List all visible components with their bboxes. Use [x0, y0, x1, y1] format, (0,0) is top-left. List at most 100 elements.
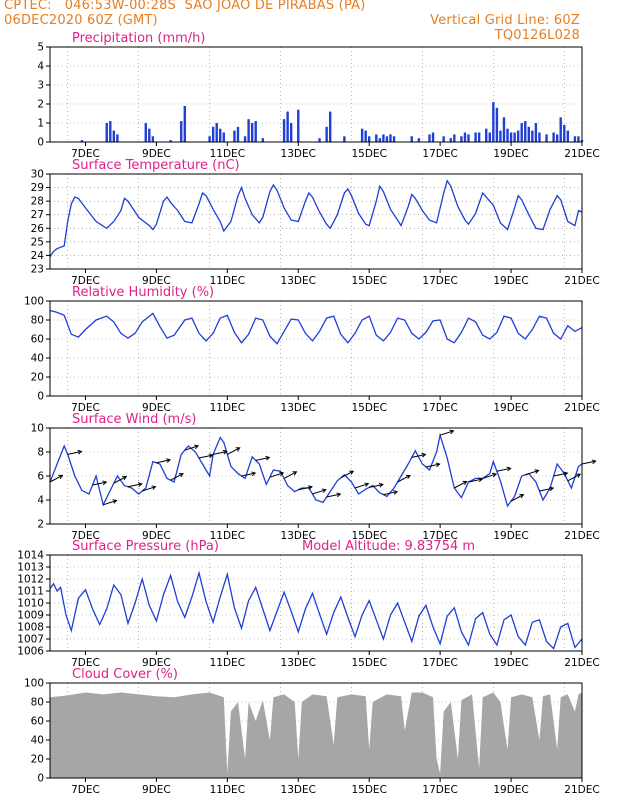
y-tick-label: 100	[24, 296, 44, 308]
x-tick-label: 9DEC	[142, 784, 171, 796]
wind-arrow-head	[265, 455, 271, 461]
x-tick-label: 7DEC	[71, 784, 100, 796]
x-tick-label: 19DEC	[493, 402, 528, 414]
wind-arrow-head	[292, 471, 298, 476]
x-tick-label: 9DEC	[142, 148, 171, 160]
y-tick-label: 0	[37, 773, 44, 785]
precip-bar	[360, 128, 364, 142]
y-tick-label: 1010	[17, 598, 44, 610]
y-tick-label: 4	[37, 61, 44, 73]
y-tick-label: 25	[31, 236, 44, 248]
y-tick-label: 1013	[17, 562, 44, 574]
x-tick-label: 13DEC	[281, 148, 316, 160]
precip-bar	[527, 126, 530, 142]
y-tick-label: 1012	[17, 574, 44, 586]
wind-arrow-head	[519, 494, 525, 499]
wind-arrow-shaft	[411, 454, 426, 458]
x-tick-label: 13DEC	[281, 657, 316, 669]
wind-arrow-head	[208, 453, 214, 459]
x-tick-label: 21DEC	[564, 148, 599, 160]
y-tick-label: 30	[31, 169, 44, 181]
y-tick-label: 20	[31, 754, 44, 766]
y-tick-label: 40	[31, 353, 44, 365]
precip-bar	[467, 134, 470, 142]
y-tick-label: 10	[31, 423, 44, 435]
precip-bar	[538, 132, 541, 142]
wind-arrow-head	[77, 449, 83, 455]
wind-arrow-shaft	[92, 481, 107, 486]
x-tick-label: 21DEC	[564, 530, 599, 542]
precip-bar	[116, 134, 119, 142]
precip-bar	[453, 134, 456, 142]
precip-bar	[151, 136, 155, 142]
precip-bar	[499, 130, 502, 142]
wind-arrow-head	[563, 471, 569, 477]
x-tick-label: 9DEC	[142, 275, 171, 287]
precip-bar	[477, 132, 481, 142]
y-tick-label: 0	[37, 137, 44, 149]
wind-arrow-shaft	[142, 486, 156, 492]
panel-frame	[49, 300, 583, 397]
precip-bar	[488, 132, 491, 142]
wind-arrow-head	[435, 462, 441, 468]
x-tick-label: 15DEC	[351, 530, 386, 542]
wind-arrow-shaft	[369, 484, 383, 488]
wind-arrow-head	[364, 482, 370, 487]
y-tick-label: 2	[37, 99, 44, 111]
wind-arrow-shaft	[269, 472, 284, 478]
panel-title: Surface Pressure (hPa)	[72, 539, 219, 554]
panel-title: Surface Temperature (nC)	[72, 158, 240, 173]
precip-bar	[286, 111, 289, 142]
precip-bar	[531, 130, 534, 142]
precip-bar	[148, 128, 151, 142]
wind-arrow-head	[576, 473, 582, 478]
wind-arrow-shaft	[283, 471, 297, 479]
y-tick-label: 28	[31, 196, 44, 208]
precip-bar	[516, 130, 520, 142]
precip-bar	[80, 140, 84, 142]
precip-bar	[343, 136, 346, 142]
precip-bar	[105, 123, 108, 142]
panel-frame	[49, 46, 583, 143]
y-tick-label: 3	[37, 80, 44, 92]
wind-arrow-head	[491, 472, 497, 478]
precip-bar	[208, 136, 211, 142]
precip-bar	[428, 134, 431, 142]
y-tick-label: 60	[31, 334, 44, 346]
precip-bar	[392, 136, 396, 142]
x-tick-label: 15DEC	[351, 784, 386, 796]
precip-bar	[555, 134, 559, 142]
wind-arrow-head	[321, 488, 327, 493]
precip-bar	[417, 138, 421, 142]
precip-bar	[247, 119, 250, 142]
x-tick-label: 17DEC	[422, 657, 457, 669]
precip-bar	[325, 126, 328, 142]
wind-arrow-head	[194, 444, 200, 450]
y-tick-label: 60	[31, 716, 44, 728]
x-tick-label: 19DEC	[493, 148, 528, 160]
wind-arrow-shaft	[383, 491, 398, 496]
precip-bar	[109, 121, 112, 142]
precip-bar	[513, 132, 516, 142]
wind-arrow-shaft	[326, 493, 341, 498]
wind-arrow-head	[222, 449, 228, 455]
wind-arrow-head	[549, 486, 555, 492]
panel-subtitle: Model Altitude: 9.83754 m	[302, 539, 475, 554]
wind-arrow-shaft	[439, 430, 454, 436]
y-tick-label: 1009	[17, 610, 44, 622]
wind-arrow-shaft	[354, 483, 369, 489]
precip-bar	[318, 138, 321, 142]
precip-bar	[524, 121, 527, 142]
wind-arrow-head	[58, 474, 64, 480]
rh-line	[49, 309, 583, 345]
wind-arrow-head	[534, 469, 540, 474]
wind-arrow-head	[393, 490, 399, 495]
wind-arrow-shaft	[241, 472, 256, 477]
y-tick-label: 4	[37, 495, 44, 507]
wind-line	[49, 432, 583, 508]
panel-frame	[49, 173, 583, 270]
y-tick-label: 23	[31, 264, 44, 276]
wind-arrow-shaft	[103, 499, 117, 506]
x-tick-label: 11DEC	[210, 784, 245, 796]
y-tick-label: 29	[31, 182, 44, 194]
